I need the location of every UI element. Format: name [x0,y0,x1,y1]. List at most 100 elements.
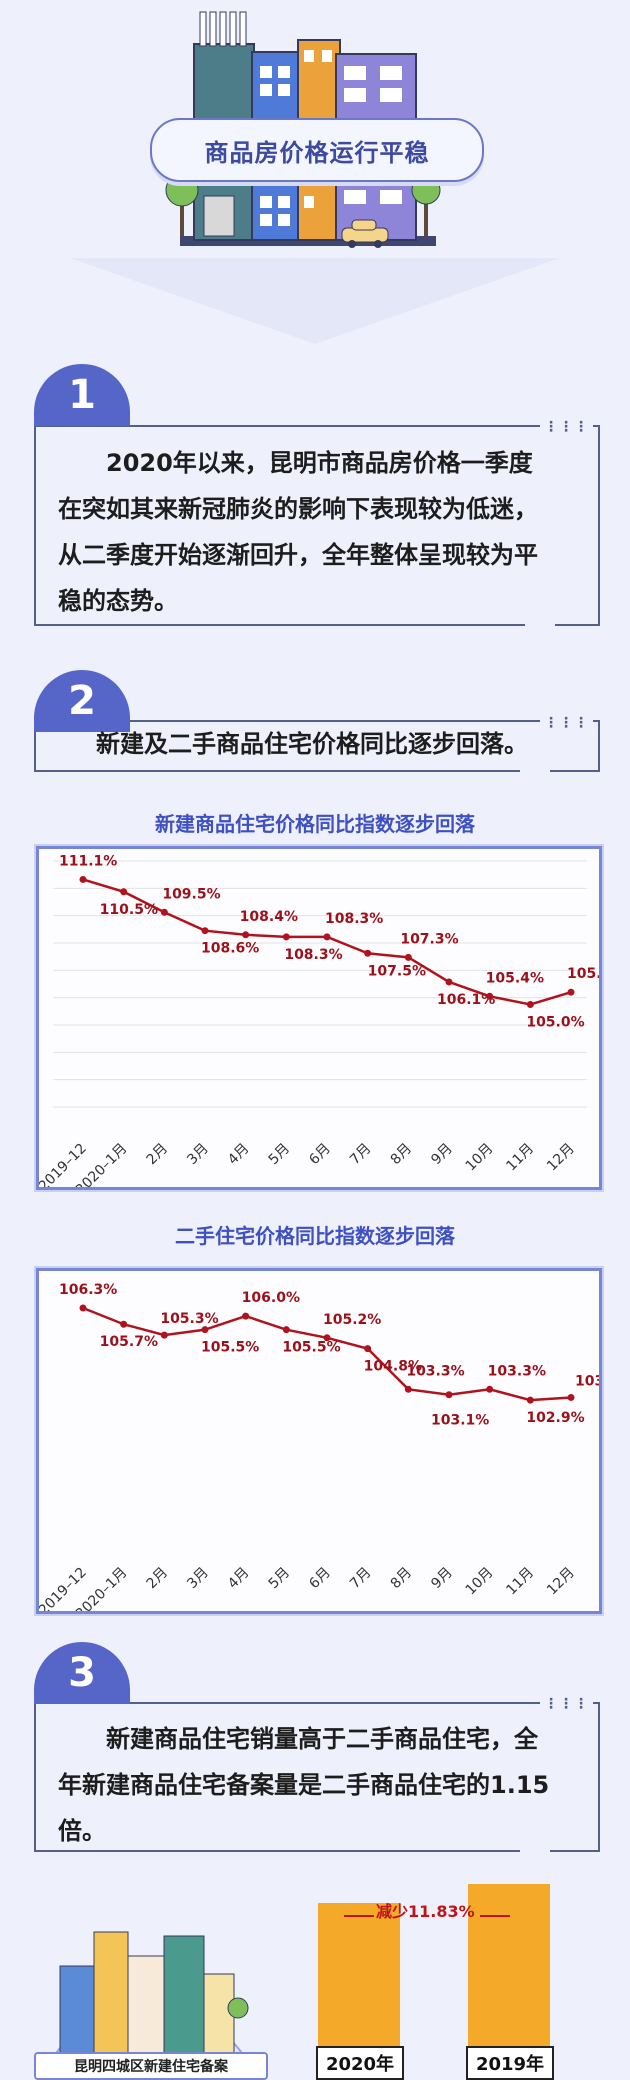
data-point [160,1331,168,1339]
chart-2-title: 二手住宅价格同比指数逐步回落 [175,1224,455,1248]
data-label: 103.3% [488,1363,546,1379]
data-label: 108.3% [325,911,383,927]
x-tick-label: 12月 [544,1565,578,1599]
data-point [282,933,290,941]
data-point [364,1345,372,1353]
data-label: 105.6% [567,966,599,982]
section-2-frame [34,720,600,772]
x-tick-label: 2月 [144,1141,172,1169]
x-tick-label: 8月 [388,1565,416,1593]
data-label: 103.3% [406,1363,464,1379]
data-point [445,1391,453,1399]
header-title: 商品房价格运行平稳 [150,118,484,182]
data-label: 105.7% [100,1334,158,1350]
data-point [526,1001,534,1008]
chart-1-svg: 111.1%2019–12110.5%2020–1月109.5%2月108.6%… [39,853,599,1187]
chart-2-panel: 106.3% 2019–12 105.7% 2020–1月 105.3% 2月 105.5%… [36,1268,602,1614]
chart-2-svg: 106.3%2019–12105.7%2020–1月105.3%2月105.5%… [39,1282,599,1611]
section-3-dots-icon: ⋮⋮⋮ [540,1696,593,1712]
bottom-caption: 昆明四城区新建住宅备案 [34,2052,268,2080]
data-point [120,888,128,896]
x-tick-label: 9月 [428,1141,456,1169]
x-tick-label: 6月 [306,1565,334,1593]
data-label: 108.3% [284,947,342,963]
bar-2019 [468,1884,550,2046]
chart-1-panel: 111.1% 2019–12 110.5% 2020–1月 109.5% 2月 108.6%… [36,846,602,1190]
x-tick-label: 4月 [225,1565,253,1593]
data-point [242,931,250,939]
section-3-number: 3 [34,1642,130,1704]
data-point [486,992,494,1000]
data-label: 107.5% [368,963,426,979]
x-tick-label: 4月 [225,1141,253,1169]
data-point [486,1385,494,1393]
x-tick-label: 11月 [503,1565,537,1599]
x-tick-label: 8月 [388,1141,416,1169]
x-tick-label: 10月 [463,1565,497,1599]
data-label: 105.5% [282,1340,340,1356]
data-label: 108.4% [240,909,298,925]
data-point [282,1326,290,1334]
section-1-text: 2020年以来，昆明市商品房价格一季度 在突如其来新冠肺炎的影响下表现较为低迷，… [58,449,538,615]
data-point [160,908,168,916]
data-label: 111.1% [59,853,117,869]
data-label: 105.2% [323,1312,381,1328]
data-point [323,1334,331,1342]
data-point [567,988,575,996]
bar-2020 [318,1903,400,2046]
data-label: 105.3% [160,1311,218,1327]
data-point [201,927,209,935]
x-tick-label: 7月 [347,1565,375,1593]
data-label: 106.3% [59,1282,117,1298]
data-point [120,1320,128,1328]
x-tick-label: 6月 [306,1141,334,1169]
data-label: 110.5% [100,902,158,918]
data-label: 104.8% [364,1359,422,1375]
data-label: 106.1% [437,992,495,1008]
section-1-dots-icon: ⋮⋮⋮ [540,419,593,435]
data-label: 105.4% [486,970,544,986]
data-label: 108.6% [201,941,259,957]
data-label: 107.3% [400,931,458,947]
x-tick-label: 3月 [184,1565,212,1593]
section-1-number: 1 [34,364,130,426]
x-tick-label: 7月 [347,1141,375,1169]
data-point [79,1304,87,1312]
section-3-frame [34,1702,600,1852]
data-point [404,953,412,961]
data-label: 105.5% [201,1340,259,1356]
section-2-dots-icon: ⋮⋮⋮ [540,715,593,731]
data-label: 103.0% [575,1373,599,1389]
data-point [323,933,331,941]
x-tick-label: 10月 [463,1141,497,1175]
city-buildings-icon [52,1931,249,2057]
data-label: 102.9% [526,1410,584,1426]
data-point [364,949,372,957]
section-2-text: 新建及二手商品住宅价格同比逐步回落。 [96,730,528,758]
x-tick-label: 2月 [144,1565,172,1593]
data-point [79,875,87,883]
reduction-arrow-icon [344,1915,510,1917]
data-label: 106.0% [242,1290,300,1306]
section-2-number: 2 [34,670,130,732]
bar-label-2020: 2020年 [316,2046,404,2080]
x-tick-label: 5月 [266,1141,294,1169]
x-tick-label: 9月 [428,1565,456,1593]
x-tick-label: 3月 [184,1141,212,1169]
x-tick-label: 12月 [544,1141,578,1175]
data-point [404,1385,412,1393]
reduction-annotation: 减少11.83% [376,1902,475,1921]
data-point [567,1393,575,1401]
header-illustration: 商品房价格运行平稳 [0,0,630,345]
x-tick-label: 5月 [266,1565,294,1593]
data-point [201,1326,209,1334]
x-tick-label: 11月 [503,1141,537,1175]
data-label: 105.0% [526,1015,584,1031]
bar-label-2019: 2019年 [466,2046,554,2080]
section-3-text: 新建商品住宅销量高于二手商品住宅，全 年新建商品住宅备案量是二手商品住宅的1.1… [58,1725,550,1845]
data-point [526,1396,534,1404]
data-point [445,978,453,986]
bottom-illustration [34,1896,264,2076]
data-label: 109.5% [162,886,220,902]
chart-1-title: 新建商品住宅价格同比指数逐步回落 [155,812,475,836]
